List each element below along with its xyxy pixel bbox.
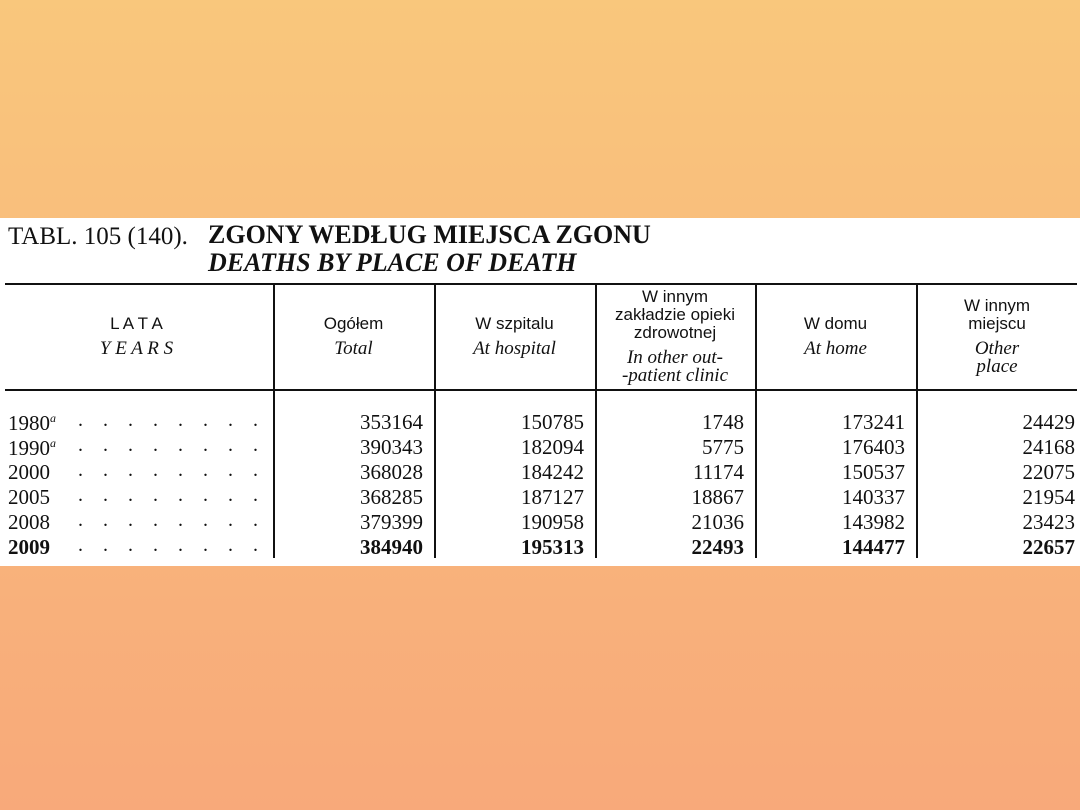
cell-value: 22493 bbox=[691, 535, 745, 559]
footnote-mark: a bbox=[50, 411, 56, 425]
cell-value: 390343 bbox=[360, 435, 423, 459]
cell-value: 1748 bbox=[702, 410, 744, 434]
leader: . . . . . . . . bbox=[78, 535, 258, 555]
cell-value: 21954 bbox=[1022, 485, 1076, 509]
cell-value: 140337 bbox=[842, 485, 905, 509]
column-rule bbox=[595, 284, 597, 558]
cell-value: 184242 bbox=[521, 460, 584, 484]
year: 2000 bbox=[8, 460, 50, 484]
header-en: At home bbox=[804, 338, 867, 359]
leader: . . . . . . . . bbox=[78, 435, 258, 455]
cell-value: 150537 bbox=[842, 460, 905, 484]
header-pl: zdrowotnej bbox=[633, 323, 717, 342]
cell-value: 143982 bbox=[842, 510, 905, 534]
cell-value: 24429 bbox=[1022, 410, 1076, 434]
footnote-mark: a bbox=[50, 436, 56, 450]
cell-value: 176403 bbox=[842, 435, 905, 459]
header-pl: zakładzie opieki bbox=[614, 305, 735, 324]
column-rule bbox=[273, 284, 275, 558]
header-en: At hospital bbox=[473, 338, 556, 359]
column-rule bbox=[434, 284, 436, 558]
year: 1980a bbox=[8, 411, 56, 435]
cell-value: 379399 bbox=[360, 510, 423, 534]
leader: . . . . . . . . bbox=[78, 485, 258, 505]
header-en: In other out- bbox=[626, 347, 724, 368]
cell-value: 22075 bbox=[1022, 460, 1076, 484]
table-label: TABL. 105 (140). bbox=[8, 223, 188, 250]
cell-value: 5775 bbox=[702, 435, 744, 459]
table-subtitle: DEATHS BY PLACE OF DEATH bbox=[208, 248, 577, 277]
cell-value: 187127 bbox=[521, 485, 584, 509]
cell-value: 21036 bbox=[691, 510, 745, 534]
year: 2009 bbox=[8, 535, 50, 559]
rule bbox=[5, 389, 1077, 391]
cell-value: 182094 bbox=[521, 435, 584, 459]
table-image: TABL. 105 (140). ZGONY WEDŁUG MIEJSCA ZG… bbox=[0, 218, 1080, 566]
header-pl: W innym bbox=[641, 287, 709, 306]
header-en: place bbox=[976, 356, 1018, 377]
rule bbox=[5, 283, 1077, 285]
cell-value: 24168 bbox=[1022, 435, 1076, 459]
cell-value: 22657 bbox=[1022, 535, 1076, 559]
cell-value: 18867 bbox=[691, 485, 745, 509]
header-pl: Ogółem bbox=[323, 314, 384, 333]
header-en: Total bbox=[334, 338, 373, 359]
cell-value: 11174 bbox=[693, 460, 744, 484]
cell-value: 23423 bbox=[1022, 510, 1076, 534]
leader: . . . . . . . . bbox=[78, 410, 258, 430]
header-pl: W innym bbox=[963, 296, 1031, 315]
cell-value: 190958 bbox=[521, 510, 584, 534]
year: 2008 bbox=[8, 510, 50, 534]
header-pl: W domu bbox=[803, 314, 868, 333]
header-pl: L A T A bbox=[110, 314, 163, 333]
cell-value: 173241 bbox=[842, 410, 905, 434]
leader: . . . . . . . . bbox=[78, 460, 258, 480]
cell-value: 144477 bbox=[842, 535, 905, 559]
header-en: Y E A R S bbox=[99, 338, 174, 359]
column-rule bbox=[755, 284, 757, 558]
year: 1990a bbox=[8, 436, 56, 460]
header-en: Other bbox=[974, 338, 1020, 359]
header-pl: W szpitalu bbox=[475, 314, 554, 333]
leader: . . . . . . . . bbox=[78, 510, 258, 530]
header-pl: miejscu bbox=[968, 314, 1026, 333]
cell-value: 150785 bbox=[521, 410, 584, 434]
cell-value: 384940 bbox=[360, 535, 423, 559]
cell-value: 368028 bbox=[360, 460, 423, 484]
year: 2005 bbox=[8, 485, 50, 509]
table-title: ZGONY WEDŁUG MIEJSCA ZGONU bbox=[208, 220, 651, 249]
column-rule bbox=[916, 284, 918, 558]
cell-value: 368285 bbox=[360, 485, 423, 509]
cell-value: 353164 bbox=[360, 410, 423, 434]
header-en: -patient clinic bbox=[621, 365, 729, 386]
cell-value: 195313 bbox=[521, 535, 584, 559]
